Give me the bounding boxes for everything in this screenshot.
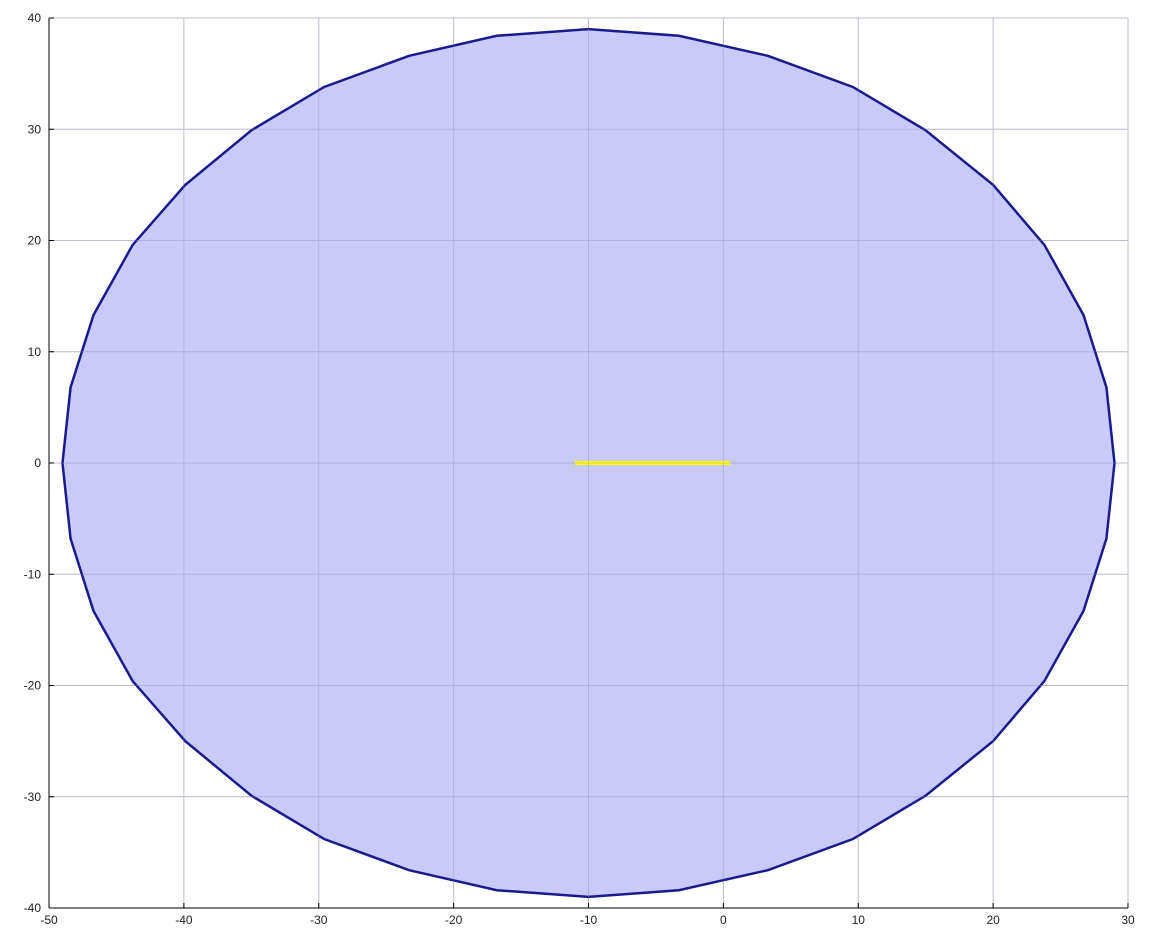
x-tick-label: 30 <box>1121 913 1135 927</box>
x-tick-label: -40 <box>175 913 193 927</box>
plot-series <box>48 17 1129 909</box>
y-tick-label: -20 <box>24 679 42 693</box>
x-tick-label: 20 <box>986 913 1000 927</box>
x-tick-label: -20 <box>445 913 463 927</box>
y-tick-label: 20 <box>28 234 42 248</box>
y-tick-label: 30 <box>28 122 42 136</box>
x-tick-label: 10 <box>852 913 866 927</box>
x-tick-label: -30 <box>310 913 328 927</box>
axes <box>48 17 1129 909</box>
y-tick-label: 0 <box>34 456 41 470</box>
y-tick-label: 40 <box>28 11 42 25</box>
y-tick-label: -30 <box>24 790 42 804</box>
x-tick-label: -10 <box>580 913 598 927</box>
x-tick-label: 0 <box>720 913 727 927</box>
tick-labels: -50 -40 -30 -20 -10 0 10 20 30403020100-10-20-30… <box>24 11 1135 927</box>
grid-overlay <box>48 17 1129 909</box>
y-tick-label: -40 <box>24 901 42 915</box>
x-tick-label: -50 <box>40 913 58 927</box>
y-tick-label: 10 <box>28 345 42 359</box>
y-tick-label: -10 <box>24 567 42 581</box>
